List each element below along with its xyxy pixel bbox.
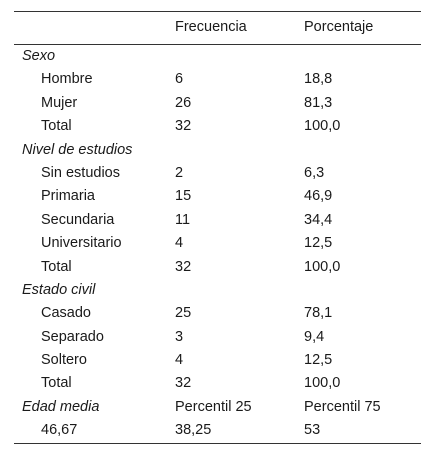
row-freq: 6 [175,71,184,88]
table-row: Total 32 100,0 [14,115,421,138]
age-mean-value: 46,67 [41,422,78,439]
age-p25-label: Percentil 25 [175,398,252,415]
row-freq: 2 [175,164,184,181]
age-header-row: Edad media Percentil 25 Percentil 75 [14,396,421,419]
table-row: Universitario 4 12,5 [14,232,421,255]
row-freq: 3 [175,328,184,345]
section-title-row: Nivel de estudios [14,139,421,162]
table-row: Casado 25 78,1 [14,302,421,325]
row-label: Sin estudios [41,164,120,181]
age-p25-value: 38,25 [175,422,212,439]
row-pct: 100,0 [304,258,341,275]
row-pct: 81,3 [304,94,333,111]
row-label: Casado [41,305,91,322]
row-pct: 34,4 [304,211,333,228]
header-porcentaje: Porcentaje [304,19,374,35]
table-row: Total 32 100,0 [14,372,421,395]
row-label: Total [41,118,72,135]
age-values-row: 46,67 38,25 53 [14,419,421,442]
row-pct: 78,1 [304,305,333,322]
header-rule [14,44,421,45]
row-pct: 12,5 [304,352,333,369]
section-title-nivel-estudios: Nivel de estudios [22,141,133,158]
table-row: Secundaria 11 34,4 [14,209,421,232]
row-pct: 100,0 [304,118,341,135]
section-title-row: Estado civil [14,279,421,302]
table-top-rule [14,11,421,12]
table-row: Separado 3 9,4 [14,326,421,349]
header-frecuencia: Frecuencia [175,19,247,35]
table-row: Mujer 26 81,3 [14,92,421,115]
section-title-sexo: Sexo [22,48,56,64]
section-title-estado-civil: Estado civil [22,281,96,298]
table-row: Primaria 15 46,9 [14,185,421,208]
row-freq: 32 [175,375,192,392]
row-freq: 32 [175,118,192,135]
section-title-edad-media: Edad media [22,398,100,415]
data-table: Frecuencia Porcentaje Sexo Hombre 6 18,8… [14,11,421,444]
table-row: Soltero 4 12,5 [14,349,421,372]
age-p75-value: 53 [304,422,321,439]
row-label: Hombre [41,71,93,88]
section-title-row: Sexo [14,45,421,68]
row-freq: 25 [175,305,192,322]
row-freq: 4 [175,235,184,252]
row-pct: 12,5 [304,235,333,252]
row-label: Secundaria [41,211,115,228]
row-pct: 46,9 [304,188,333,205]
table-bottom-rule [14,442,421,444]
row-label: Universitario [41,235,122,252]
row-pct: 100,0 [304,375,341,392]
row-pct: 18,8 [304,71,333,88]
row-label: Separado [41,328,104,345]
row-label: Soltero [41,352,87,369]
row-label: Mujer [41,94,78,111]
table-row: Hombre 6 18,8 [14,68,421,91]
row-freq: 4 [175,352,184,369]
table-header-row: Frecuencia Porcentaje [14,12,421,44]
row-freq: 11 [175,211,191,228]
age-p75-label: Percentil 75 [304,398,381,415]
row-label: Total [41,258,72,275]
table-row: Total 32 100,0 [14,256,421,279]
row-freq: 26 [175,94,192,111]
row-freq: 32 [175,258,192,275]
row-label: Total [41,375,72,392]
row-pct: 9,4 [304,328,325,345]
row-pct: 6,3 [304,164,325,181]
table-row: Sin estudios 2 6,3 [14,162,421,185]
row-freq: 15 [175,188,192,205]
row-label: Primaria [41,188,95,205]
